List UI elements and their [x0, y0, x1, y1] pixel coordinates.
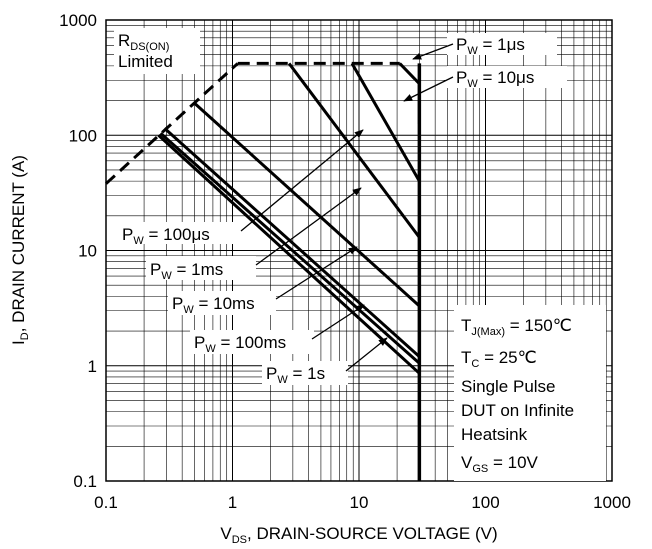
pw-arrow-1s — [345, 337, 388, 372]
pw-label-1us: PW = 1μs — [412, 33, 557, 60]
rds-limit-line — [104, 62, 239, 185]
y-tick-label: 1000 — [59, 11, 97, 30]
y-tick-label: 10 — [78, 242, 97, 261]
rds-limit-label-line2: Limited — [118, 52, 173, 71]
x-axis-label: VDS, DRAIN-SOURCE VOLTAGE (V) — [220, 524, 497, 546]
pw-label-1s: PW = 1s — [262, 337, 388, 386]
rds-limit-label: RDS(ON) — [118, 31, 169, 53]
svg-text:PW = 10ms: PW = 10ms — [172, 294, 255, 316]
pw-arrow-10ms — [275, 246, 358, 300]
pw-label-10ms: PW = 10ms — [168, 246, 358, 316]
condition-vgs: VGS = 10V — [461, 453, 539, 475]
pw-arrow-100ms — [311, 304, 365, 340]
condition-tc: TC = 25℃ — [461, 348, 537, 370]
y-axis-label: ID, DRAIN CURRENT (A) — [9, 155, 31, 345]
pw-arrow-1ms — [255, 187, 362, 266]
pw-arrow-100us — [240, 129, 364, 232]
rds-label-box — [114, 28, 200, 74]
svg-text:PW = 100ms: PW = 100ms — [194, 333, 286, 355]
pw-label-100ms: PW = 100ms — [190, 304, 365, 355]
condition-heatsink: Heatsink — [461, 425, 528, 444]
y-tick-label: 100 — [69, 126, 97, 145]
x-tick-label: 100 — [471, 493, 499, 512]
svg-text:PW = 1ms: PW = 1ms — [150, 260, 223, 282]
x-tick-label: 1 — [228, 493, 237, 512]
x-tick-label: 10 — [350, 493, 369, 512]
plot-frame — [105, 19, 613, 482]
pw-label-10us: PW = 10μs — [403, 66, 567, 102]
soa-curves — [104, 61, 422, 481]
y-tick-label: 1 — [88, 357, 97, 376]
series-line-100ms — [159, 132, 421, 365]
svg-text:PW = 1s: PW = 1s — [266, 364, 325, 386]
svg-text:PW = 10μs: PW = 10μs — [456, 68, 534, 90]
condition-dut: DUT on Infinite — [461, 401, 574, 420]
series-line-100μs — [287, 62, 421, 239]
y-tick-label: 0.1 — [73, 472, 97, 491]
series-line-1μs — [398, 62, 421, 125]
test-conditions: TJ(Max) = 150℃ TC = 25℃ Single Pulse DUT… — [454, 305, 606, 481]
condition-pulse: Single Pulse — [461, 377, 556, 396]
x-tick-label: 1000 — [593, 493, 631, 512]
series-line-1s — [157, 134, 421, 375]
pw-label-100us: PW = 100μs — [118, 129, 364, 247]
series-line-10ms — [163, 127, 421, 358]
svg-text:PW = 1μs: PW = 1μs — [456, 35, 525, 57]
series-line-10μs — [350, 62, 421, 182]
pw-label-1ms: PW = 1ms — [146, 187, 362, 282]
svg-text:PW = 100μs: PW = 100μs — [122, 225, 210, 247]
condition-tj: TJ(Max) = 150℃ — [461, 316, 572, 338]
pw-arrow-1us — [412, 43, 454, 60]
x-tick-label: 0.1 — [94, 493, 118, 512]
series-line-1ms — [193, 102, 421, 308]
pw-arrow-10us — [403, 76, 454, 102]
